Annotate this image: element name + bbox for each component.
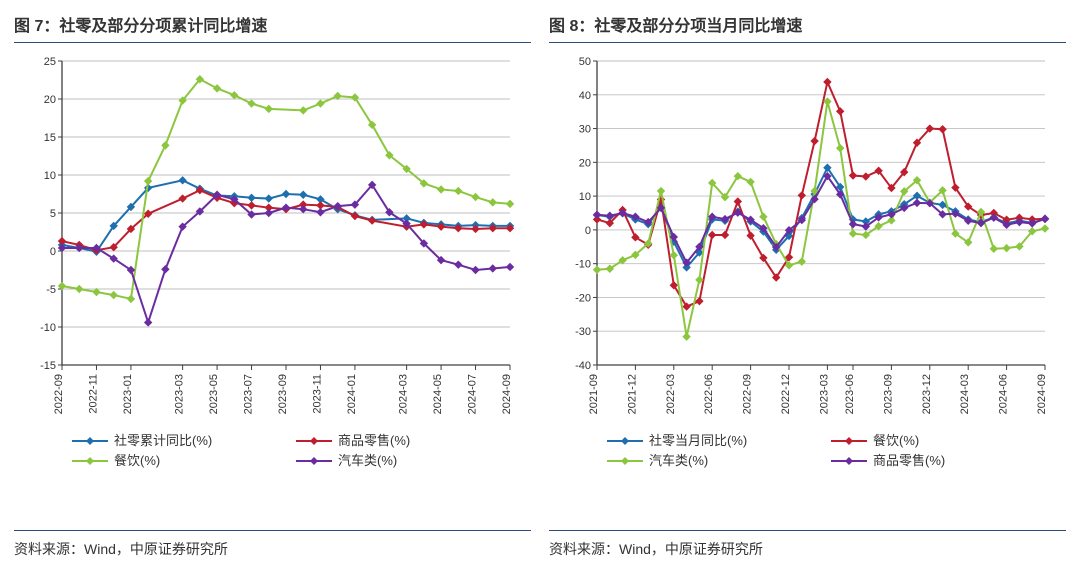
svg-text:5: 5	[50, 208, 56, 220]
svg-text:2021-12: 2021-12	[626, 374, 638, 414]
svg-text:40: 40	[579, 90, 591, 102]
svg-text:2021-09: 2021-09	[588, 374, 600, 414]
panel-right: 图 8：社零及部分分项当月同比增速 -40 -30 -20 -10 0 10 20 30 40 5…	[549, 8, 1066, 559]
svg-text:2024-03: 2024-03	[398, 374, 410, 414]
svg-text:2024-05: 2024-05	[432, 374, 444, 414]
svg-text:汽车类(%): 汽车类(%)	[649, 453, 708, 468]
chart-left: -15 -10 -5 0 5 10 15 20 25 2022-09 2022-11 2023-01 2…	[18, 51, 518, 481]
panel-left-title: 图 7：社零及部分分项累计同比增速	[14, 8, 531, 42]
panel-left: 图 7：社零及部分分项累计同比增速 -15 -10 -5 0 5 10 15 20 25 2022…	[14, 8, 531, 559]
chart-right: -40 -30 -20 -10 0 10 20 30 40 50 2021-09 2021-12 202…	[553, 51, 1053, 481]
svg-text:-15: -15	[40, 360, 56, 372]
svg-text:0: 0	[585, 225, 591, 237]
svg-text:0: 0	[50, 246, 56, 258]
svg-text:2022-03: 2022-03	[665, 374, 677, 414]
svg-text:10: 10	[44, 170, 56, 182]
svg-text:-10: -10	[575, 259, 591, 271]
svg-text:-30: -30	[575, 326, 591, 338]
panel-right-title: 图 8：社零及部分分项当月同比增速	[549, 8, 1066, 42]
svg-text:2023-12: 2023-12	[921, 374, 933, 414]
svg-text:-5: -5	[46, 284, 56, 296]
svg-text:2024-03: 2024-03	[959, 374, 971, 414]
svg-text:社零累计同比(%): 社零累计同比(%)	[114, 433, 212, 448]
svg-text:15: 15	[44, 132, 56, 144]
svg-text:社零当月同比(%): 社零当月同比(%)	[649, 433, 747, 448]
svg-text:商品零售(%): 商品零售(%)	[338, 433, 410, 448]
svg-text:2022-09: 2022-09	[742, 374, 754, 414]
svg-text:2023-09: 2023-09	[882, 374, 894, 414]
svg-text:2023-03: 2023-03	[174, 374, 186, 414]
svg-text:20: 20	[579, 157, 591, 169]
svg-text:2022-11: 2022-11	[87, 374, 99, 414]
svg-text:汽车类(%): 汽车类(%)	[338, 453, 397, 468]
svg-text:2023-03: 2023-03	[818, 374, 830, 414]
svg-text:30: 30	[579, 124, 591, 136]
svg-text:2023-09: 2023-09	[277, 374, 289, 414]
svg-text:2022-09: 2022-09	[53, 374, 65, 414]
svg-text:2023-07: 2023-07	[243, 374, 255, 414]
svg-text:25: 25	[44, 56, 56, 68]
svg-text:2023-06: 2023-06	[844, 374, 856, 414]
svg-text:-40: -40	[575, 360, 591, 372]
svg-text:2023-05: 2023-05	[208, 374, 220, 414]
svg-text:-20: -20	[575, 292, 591, 304]
svg-text:20: 20	[44, 94, 56, 106]
svg-text:餐饮(%): 餐饮(%)	[114, 453, 160, 468]
svg-text:2024-06: 2024-06	[998, 374, 1010, 414]
svg-text:2023-01: 2023-01	[122, 374, 134, 414]
svg-text:餐饮(%): 餐饮(%)	[873, 433, 919, 448]
source-left: 资料来源：Wind，中原证券研究所	[14, 531, 531, 559]
svg-text:50: 50	[579, 56, 591, 68]
svg-text:2024-09: 2024-09	[1036, 374, 1048, 414]
svg-text:10: 10	[579, 191, 591, 203]
svg-text:2022-12: 2022-12	[780, 374, 792, 414]
svg-text:-10: -10	[40, 322, 56, 334]
svg-text:2024-01: 2024-01	[346, 374, 358, 414]
chart-left-box: -15 -10 -5 0 5 10 15 20 25 2022-09 2022-11 2023-01 2…	[14, 42, 531, 531]
svg-text:2022-06: 2022-06	[703, 374, 715, 414]
svg-text:2023-11: 2023-11	[311, 374, 323, 414]
svg-text:2024-07: 2024-07	[467, 374, 479, 414]
svg-text:2024-09: 2024-09	[501, 374, 513, 414]
chart-right-box: -40 -30 -20 -10 0 10 20 30 40 50 2021-09 2021-12 202…	[549, 42, 1066, 531]
source-right: 资料来源：Wind，中原证券研究所	[549, 531, 1066, 559]
svg-text:商品零售(%): 商品零售(%)	[873, 453, 945, 468]
